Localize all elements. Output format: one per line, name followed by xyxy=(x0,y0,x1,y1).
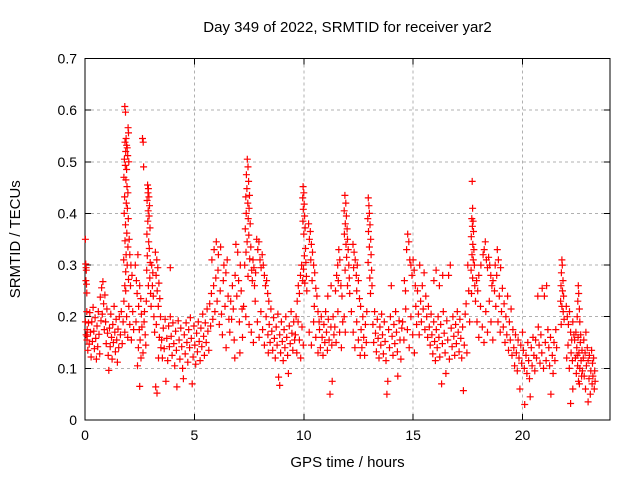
y-tick-label: 0 xyxy=(69,412,77,428)
y-tick-label: 0.7 xyxy=(58,51,78,67)
y-tick-label: 0.1 xyxy=(58,360,78,376)
x-tick-label: 20 xyxy=(515,427,531,443)
scatter-marker-path xyxy=(81,103,599,408)
y-tick-label: 0.5 xyxy=(58,154,78,170)
grid-lines xyxy=(85,58,610,420)
x-tick-label: 15 xyxy=(405,427,421,443)
x-tick-label: 5 xyxy=(190,427,198,443)
y-tick-label: 0.3 xyxy=(58,257,78,273)
y-tick-label: 0.6 xyxy=(58,102,78,118)
scatter-points xyxy=(81,103,599,408)
tick-labels: 0 0.1 0.2 0.3 0.4 0.5 0.6 0.7 0 5 10 15 20 xyxy=(58,51,531,444)
x-tick-label: 0 xyxy=(81,427,89,443)
axis-ticks xyxy=(84,58,610,421)
y-tick-label: 0.4 xyxy=(58,205,78,221)
x-tick-label: 10 xyxy=(296,427,312,443)
chart-title: Day 349 of 2022, SRMTID for receiver yar… xyxy=(203,19,491,36)
x-axis-label: GPS time / hours xyxy=(290,454,404,471)
y-tick-label: 0.2 xyxy=(58,309,78,325)
y-axis-label: SRMTID / TECUs xyxy=(7,180,24,298)
